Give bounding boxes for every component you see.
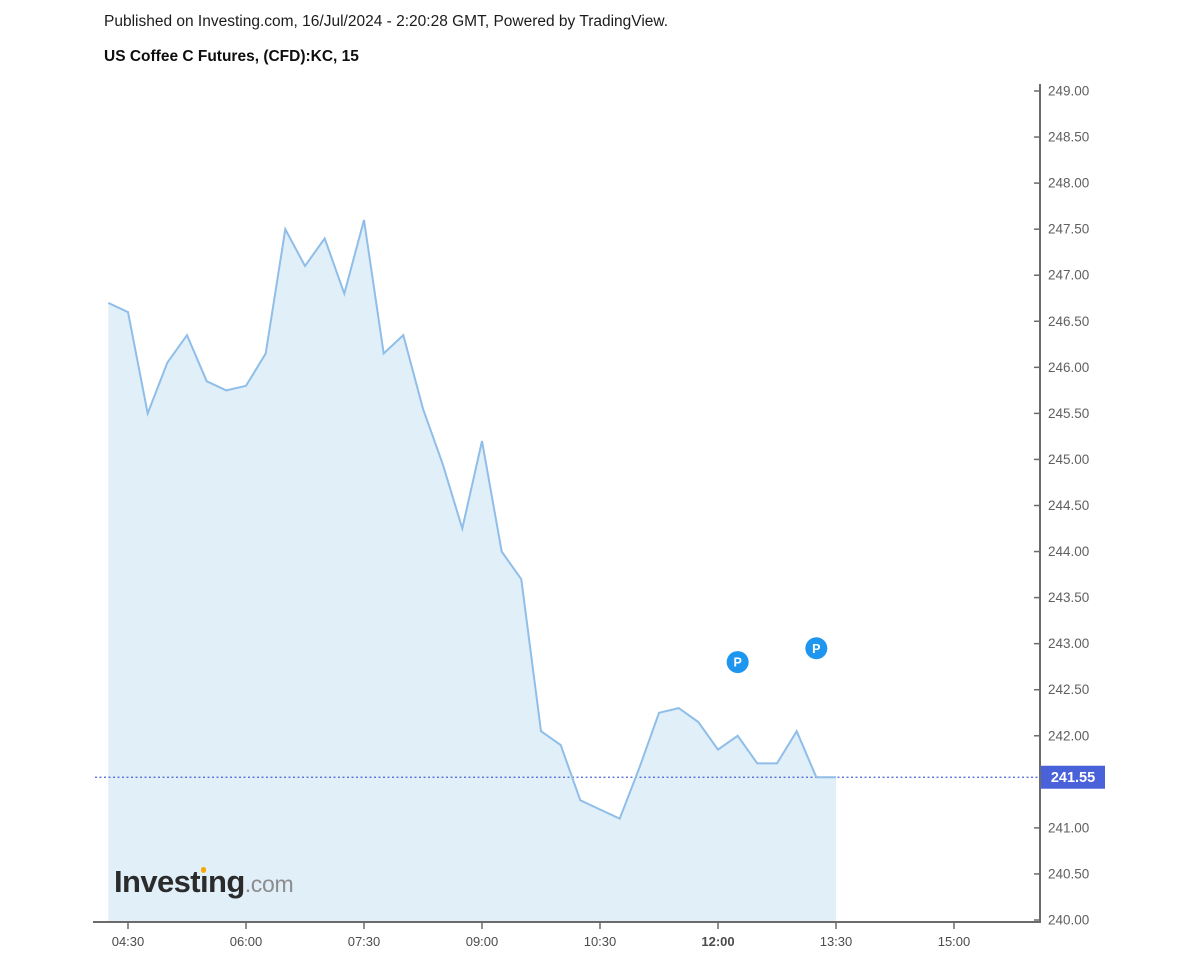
published-line: Published on Investing.com, 16/Jul/2024 … xyxy=(104,13,669,30)
x-tick-label: 15:00 xyxy=(938,934,971,949)
y-tick-label: 240.50 xyxy=(1048,866,1089,881)
logo-text: Investı ng xyxy=(114,864,245,899)
last-price-badge xyxy=(1041,765,1105,789)
line-series xyxy=(107,219,836,821)
x-tick-label: 10:30 xyxy=(584,934,617,949)
y-tick-label: 246.50 xyxy=(1048,314,1089,329)
event-marker-label: P xyxy=(733,656,741,670)
x-tick-label: 13:30 xyxy=(820,934,853,949)
y-tick-label: 241.00 xyxy=(1048,820,1089,835)
x-tick-label: 06:00 xyxy=(230,934,263,949)
logo-suffix: .com xyxy=(244,871,294,897)
y-tick-label: 248.50 xyxy=(1048,130,1089,145)
area-series-fill xyxy=(108,220,837,922)
x-tick-label: 04:30 xyxy=(112,934,145,949)
x-tick-label: 12:00 xyxy=(701,934,734,949)
event-marker-label: P xyxy=(812,642,820,656)
y-tick-label: 247.50 xyxy=(1048,222,1089,237)
y-tick-label: 245.50 xyxy=(1048,406,1089,421)
event-marker-p-icon[interactable] xyxy=(726,651,749,674)
investing-logo: Investı ng.com xyxy=(114,864,294,899)
y-tick-label: 242.50 xyxy=(1048,682,1089,697)
logo-i: ı xyxy=(200,864,209,899)
x-tick-label: 09:00 xyxy=(466,934,499,949)
y-tick-label: 244.50 xyxy=(1048,498,1089,513)
logo-orange-dot xyxy=(200,867,206,873)
y-tick-label: 249.00 xyxy=(1048,84,1089,99)
y-tick-label: 244.00 xyxy=(1048,544,1089,559)
last-price-badge-text: 241.55 xyxy=(1051,770,1095,786)
y-tick-label: 243.50 xyxy=(1048,590,1089,605)
y-tick-label: 240.00 xyxy=(1048,913,1089,928)
y-tick-label: 245.00 xyxy=(1048,452,1089,467)
y-tick-label: 248.00 xyxy=(1048,176,1089,191)
y-tick-label: 243.00 xyxy=(1048,636,1089,651)
y-tick-label: 246.00 xyxy=(1048,360,1089,375)
chart-title: US Coffee C Futures, (CFD):KC, 15 xyxy=(104,48,359,65)
x-tick-label: 07:30 xyxy=(348,934,381,949)
event-marker-p-icon[interactable] xyxy=(805,637,828,660)
y-tick-label: 242.00 xyxy=(1048,728,1089,743)
y-tick-label: 247.00 xyxy=(1048,268,1089,283)
